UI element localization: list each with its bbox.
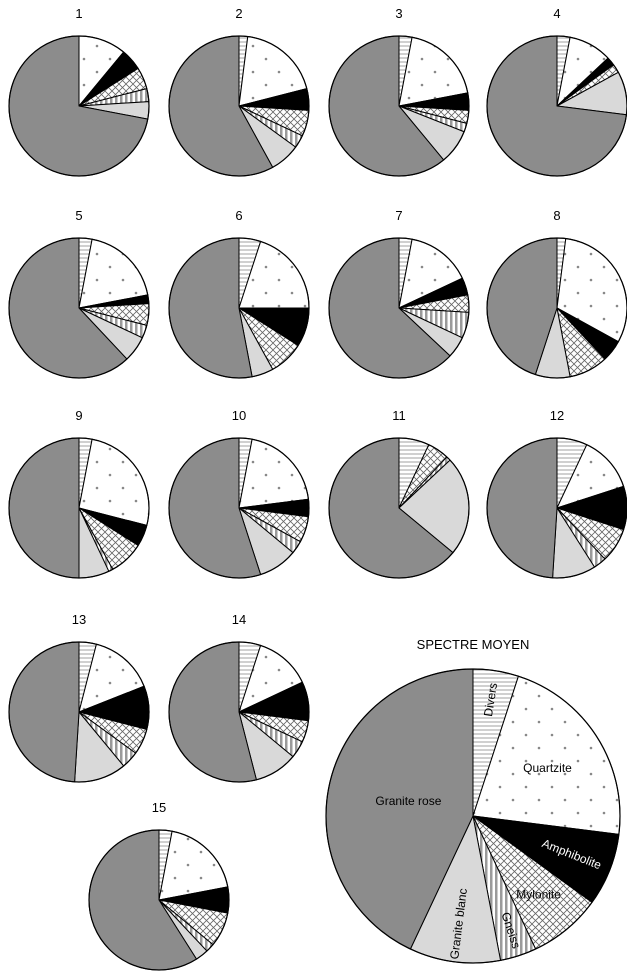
pie-2-outline (168, 35, 310, 177)
pie-4-outline (486, 35, 627, 177)
pie-8-outline (486, 237, 627, 379)
pie-9-slice-granite-rose (8, 437, 80, 579)
average-pie (325, 668, 621, 964)
pie-8 (486, 237, 627, 379)
average-pie-label-mylonite: Mylonite (516, 887, 561, 901)
pie-5-outline (8, 237, 150, 379)
pie-number-4: 4 (553, 6, 560, 21)
pie-1 (8, 35, 150, 177)
pie-number-7: 7 (395, 208, 402, 223)
pie-6-outline (168, 237, 310, 379)
pie-number-5: 5 (75, 208, 82, 223)
pie-7 (328, 237, 470, 379)
pie-number-6: 6 (235, 208, 242, 223)
average-pie-outline (325, 668, 621, 964)
pie-13 (8, 641, 150, 783)
pie-number-14: 14 (232, 612, 246, 627)
pie-2 (168, 35, 310, 177)
average-pie-label-granite-rose: Granite rose (375, 794, 441, 808)
pie-13-slice-granite-rose (8, 641, 80, 783)
pie-1-outline (8, 35, 150, 177)
pie-9-outline (8, 437, 150, 579)
pie-10-outline (168, 437, 310, 579)
average-pie-label-divers: Divers (481, 682, 500, 718)
pie-12-outline (486, 437, 627, 579)
pie-number-13: 13 (72, 612, 86, 627)
pie-number-11: 11 (392, 408, 406, 423)
pie-3-outline (328, 35, 470, 177)
pie-number-3: 3 (395, 6, 402, 21)
pie-10 (168, 437, 310, 579)
pie-15 (88, 829, 230, 971)
pie-number-12: 12 (550, 408, 564, 423)
pie-number-1: 1 (75, 6, 82, 21)
pie-11 (328, 437, 470, 579)
pie-7-outline (328, 237, 470, 379)
pie-9 (8, 437, 150, 579)
pie-number-10: 10 (232, 408, 246, 423)
pie-13-outline (8, 641, 150, 783)
pie-6 (168, 237, 310, 379)
average-pie-title: SPECTRE MOYEN (417, 637, 530, 652)
pie-12-slice-granite-rose (486, 437, 558, 579)
average-pie-label-quartzite: Quartzite (523, 761, 572, 775)
pie-4 (486, 35, 627, 177)
pie-5 (8, 237, 150, 379)
pie-15-outline (88, 829, 230, 971)
pie-number-2: 2 (235, 6, 242, 21)
pie-number-9: 9 (75, 408, 82, 423)
pie-number-8: 8 (553, 208, 560, 223)
pie-11-outline (328, 437, 470, 579)
pie-14-outline (168, 641, 310, 783)
pie-3 (328, 35, 470, 177)
pie-12 (486, 437, 627, 579)
pie-14 (168, 641, 310, 783)
pie-number-15: 15 (152, 800, 166, 815)
